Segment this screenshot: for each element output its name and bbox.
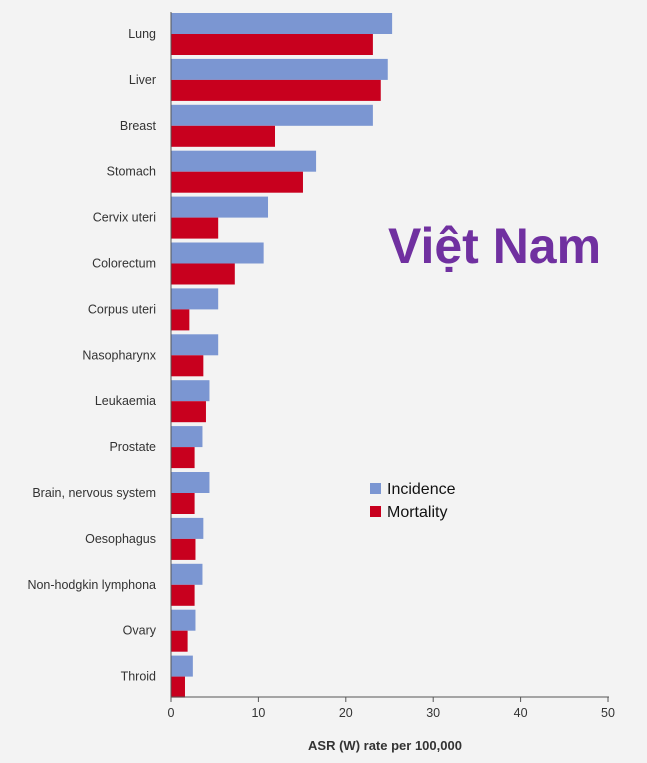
x-tick-label: 30 xyxy=(426,706,440,720)
category-label: Lung xyxy=(128,27,156,41)
category-label: Leukaemia xyxy=(95,394,156,408)
incidence-bar xyxy=(171,196,269,218)
incidence-bar xyxy=(171,472,210,493)
category-label: Non-hodgkin lymphona xyxy=(27,578,156,592)
category-label: Breast xyxy=(120,119,157,133)
mortality-bar xyxy=(171,584,195,606)
mortality-bar xyxy=(171,217,219,239)
category-label: Ovary xyxy=(123,624,157,638)
category-label: Liver xyxy=(129,73,156,87)
x-tick-label: 50 xyxy=(601,706,615,720)
category-label: Corpus uteri xyxy=(88,302,156,316)
mortality-bar xyxy=(171,355,204,377)
legend-swatch xyxy=(370,483,381,494)
category-label: Throid xyxy=(121,670,156,684)
legend-label: Mortality xyxy=(387,504,447,521)
incidence-bar xyxy=(171,380,210,402)
x-tick-label: 0 xyxy=(168,706,175,720)
mortality-bar xyxy=(171,309,190,331)
category-label: Cervix uteri xyxy=(93,211,156,225)
legend-label: Incidence xyxy=(387,481,456,498)
incidence-bar xyxy=(171,104,373,126)
category-label: Oesophagus xyxy=(85,532,156,546)
category-label: Prostate xyxy=(109,440,156,454)
chart-title: Việt Nam xyxy=(388,218,601,274)
legend-swatch xyxy=(370,506,381,517)
incidence-bar xyxy=(171,13,393,34)
x-axis-title: ASR (W) rate per 100,000 xyxy=(308,738,462,753)
mortality-bar xyxy=(171,79,381,101)
mortality-bar xyxy=(171,676,185,698)
category-label: Brain, nervous system xyxy=(32,486,156,500)
mortality-bar xyxy=(171,630,188,652)
incidence-bar xyxy=(171,517,204,539)
incidence-bar xyxy=(171,58,388,80)
mortality-bar xyxy=(171,125,276,147)
incidence-bar xyxy=(171,426,203,448)
mortality-bar xyxy=(171,401,206,423)
category-labels: Lung Liver Breast Stomach Cervix uteri Colore… xyxy=(27,27,156,684)
mortality-bar xyxy=(171,263,235,285)
x-tick-label: 40 xyxy=(514,706,528,720)
mortality-bar xyxy=(171,538,196,560)
x-tick-label: 10 xyxy=(251,706,265,720)
bars xyxy=(171,13,393,698)
incidence-bar xyxy=(171,150,317,172)
mortality-bar xyxy=(171,493,195,514)
incidence-bar xyxy=(171,609,196,631)
mortality-bar xyxy=(171,34,373,55)
incidence-bar xyxy=(171,563,203,585)
mortality-bar xyxy=(171,447,195,469)
category-label: Stomach xyxy=(107,165,156,179)
incidence-bar xyxy=(171,242,264,264)
incidence-bar xyxy=(171,334,219,356)
mortality-bar xyxy=(171,171,303,193)
incidence-bar xyxy=(171,655,193,677)
category-label: Colorectum xyxy=(92,257,156,271)
incidence-bar xyxy=(171,288,219,310)
x-axis: 0 10 20 30 40 50 xyxy=(168,12,615,720)
category-label: Nasopharynx xyxy=(82,348,156,362)
x-tick-label: 20 xyxy=(339,706,353,720)
legend: Incidence Mortality xyxy=(370,481,456,521)
